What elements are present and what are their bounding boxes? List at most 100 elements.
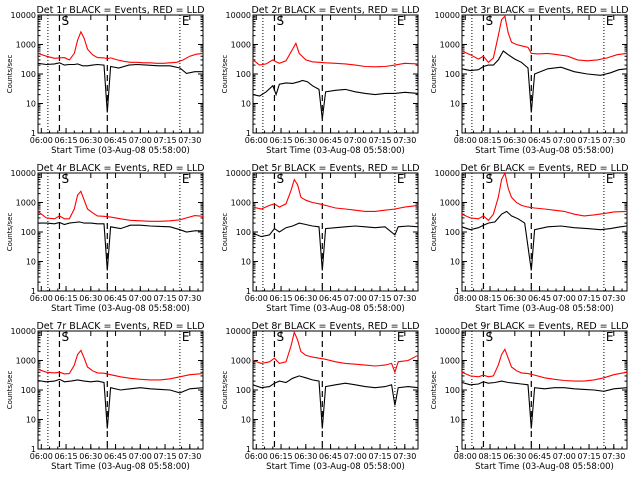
marker-s: S (61, 14, 69, 28)
series-line-events (461, 210, 628, 271)
x-tick-label: 08:00 (454, 136, 477, 145)
series-line-lld (252, 41, 419, 68)
y-tick-label: 100 (445, 228, 460, 237)
x-tick-label: 07:15 (369, 452, 392, 461)
x-tick-label: 06:00 (30, 294, 53, 303)
marker-s: S (485, 14, 493, 28)
x-axis-label: Start Time (03-Aug-08 05:58:00) (51, 146, 190, 156)
y-tick-label: 1 (246, 287, 251, 296)
chart-title: Det 3r BLACK = Events, RED = LLD (460, 5, 628, 16)
y-tick-label: 10000 (226, 327, 251, 336)
series-line-lld (252, 178, 419, 212)
y-tick-label: 10 (450, 416, 460, 425)
x-tick-label: 06:30 (503, 294, 526, 303)
x-tick-label: 07:00 (344, 136, 367, 145)
y-axis-label: Counts/sec (430, 371, 438, 410)
y-tick-label: 1000 (440, 357, 460, 366)
x-tick-label: 06:45 (319, 294, 342, 303)
marker-e: E (397, 14, 405, 28)
y-tick-label: 100 (236, 386, 251, 395)
series-line-events (252, 375, 419, 429)
y-tick-label: 1000 (16, 199, 36, 208)
y-tick-label: 1000 (231, 199, 251, 208)
x-tick-label: 06:30 (79, 294, 102, 303)
chart-panel-6: Det 6r BLACK = Events, RED = LLD 1 10 100 10… (430, 163, 629, 314)
y-tick-label: 10 (450, 100, 460, 109)
y-axis-label: Counts/sec (221, 55, 229, 94)
y-tick-label: 10 (26, 100, 36, 109)
x-tick-label: 07:30 (393, 452, 416, 461)
x-axis-label: Start Time (03-Aug-08 05:58:00) (475, 146, 614, 156)
y-tick-label: 1 (31, 445, 36, 454)
marker-s: S (61, 330, 69, 344)
y-tick-label: 10000 (11, 169, 36, 178)
x-tick-label: 06:15 (55, 452, 78, 461)
x-tick-label: 08:15 (479, 452, 502, 461)
chart-panel-4: Det 4r BLACK = Events, RED = LLD 1 10 100 10… (6, 163, 205, 314)
y-tick-label: 100 (445, 386, 460, 395)
marker-e: E (182, 330, 190, 344)
y-axis-label: Counts/sec (430, 213, 438, 252)
y-axis-label: Counts/sec (6, 371, 14, 410)
chart-title: Det 1r BLACK = Events, RED = LLD (36, 5, 204, 16)
y-tick-label: 1000 (16, 41, 36, 50)
series-line-events (461, 380, 628, 429)
series-line-lld (37, 349, 204, 381)
x-tick-label: 06:30 (503, 136, 526, 145)
chart-panel-8: Det 8r BLACK = Events, RED = LLD 1 10 100 10… (221, 321, 420, 472)
marker-s: S (276, 330, 284, 344)
chart-title: Det 9r BLACK = Events, RED = LLD (460, 321, 628, 332)
series-line-events (461, 50, 628, 113)
chart-title: Det 2r BLACK = Events, RED = LLD (251, 5, 419, 16)
plot-frame (252, 14, 419, 134)
marker-s: S (485, 172, 493, 186)
y-tick-label: 1 (455, 287, 460, 296)
y-axis-label: Counts/sec (221, 371, 229, 410)
x-tick-label: 06:45 (104, 294, 127, 303)
x-tick-label: 06:00 (30, 452, 53, 461)
chart-title: Det 7r BLACK = Events, RED = LLD (36, 321, 204, 332)
y-tick-label: 10 (26, 258, 36, 267)
y-tick-label: 1 (246, 129, 251, 138)
chart-panel-3: Det 3r BLACK = Events, RED = LLD 1 10 100 10… (430, 5, 629, 156)
x-axis-label: Start Time (03-Aug-08 05:58:00) (475, 304, 614, 314)
chart-title: Det 4r BLACK = Events, RED = LLD (36, 163, 204, 174)
x-tick-label: 07:00 (129, 136, 152, 145)
plot-frame (252, 172, 419, 292)
x-tick-label: 07:15 (578, 294, 601, 303)
plot-frame (252, 330, 419, 450)
chart-panel-5: Det 5r BLACK = Events, RED = LLD 1 10 100 10… (221, 163, 420, 314)
series-line-events (37, 378, 204, 429)
x-tick-label: 06:00 (245, 452, 268, 461)
x-tick-label: 06:45 (528, 452, 551, 461)
x-axis-label: Start Time (03-Aug-08 05:58:00) (266, 146, 405, 156)
y-tick-label: 10 (450, 258, 460, 267)
x-tick-label: 06:30 (79, 136, 102, 145)
series-line-lld (37, 190, 204, 222)
x-tick-label: 07:30 (178, 452, 201, 461)
marker-e: E (606, 172, 614, 186)
y-tick-label: 10000 (11, 327, 36, 336)
y-tick-label: 10000 (435, 11, 460, 20)
x-tick-label: 06:30 (294, 136, 317, 145)
series-line-lld (461, 15, 628, 64)
marker-e: E (606, 330, 614, 344)
x-tick-label: 07:15 (154, 294, 177, 303)
series-line-lld (252, 330, 419, 374)
x-tick-label: 07:15 (369, 136, 392, 145)
x-tick-label: 07:15 (369, 294, 392, 303)
chart-panel-1: Det 1r BLACK = Events, RED = LLD 1 10 100 10… (6, 5, 205, 156)
x-tick-label: 07:00 (553, 294, 576, 303)
plot-frame (461, 330, 628, 450)
y-tick-label: 1 (455, 445, 460, 454)
y-tick-label: 10 (241, 100, 251, 109)
x-tick-label: 06:00 (245, 294, 268, 303)
y-tick-label: 100 (236, 228, 251, 237)
x-tick-label: 06:45 (319, 136, 342, 145)
x-tick-label: 06:45 (104, 136, 127, 145)
y-tick-label: 1000 (16, 357, 36, 366)
chart-title: Det 8r BLACK = Events, RED = LLD (251, 321, 419, 332)
series-line-events (38, 221, 203, 271)
y-axis-label: Counts/sec (6, 55, 14, 94)
y-tick-label: 1000 (440, 41, 460, 50)
